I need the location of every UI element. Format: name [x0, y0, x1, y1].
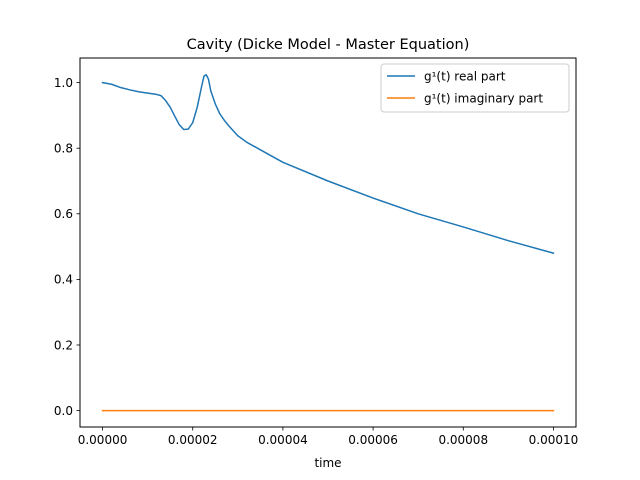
x-axis: 0.00000 0.00002 0.00004 0.00006 0.00008 0.000…	[78, 427, 579, 447]
y-axis: 0.0 0.2 0.4 0.6 0.8 1.0	[54, 76, 80, 418]
series-layer	[101, 73, 555, 412]
x-tick-label: 0.00010	[529, 433, 579, 447]
x-tick-label: 0.00008	[438, 433, 488, 447]
y-tick-label: 1.0	[54, 76, 73, 90]
y-tick-label: 0.6	[54, 207, 73, 221]
x-tick-label: 0.00006	[348, 433, 398, 447]
x-tick-label: 0.00004	[258, 433, 308, 447]
x-axis-label: time	[314, 456, 341, 470]
y-tick-label: 0.8	[54, 142, 73, 156]
y-tick-label: 0.2	[54, 338, 73, 352]
plot-frame	[79, 57, 577, 428]
y-tick-label: 0.4	[54, 273, 73, 287]
legend-label-0: g¹(t) real part	[424, 69, 506, 83]
x-tick-label: 0.00002	[168, 433, 218, 447]
series-line-0	[101, 73, 555, 255]
legend-label-1: g¹(t) imaginary part	[424, 91, 543, 105]
x-tick-label: 0.00000	[78, 433, 128, 447]
legend: g¹(t) real part g¹(t) imaginary part	[380, 63, 570, 113]
chart-title: Cavity (Dicke Model - Master Equation)	[187, 37, 470, 53]
legend-box	[380, 63, 570, 113]
y-tick-label: 0.0	[54, 404, 73, 418]
plot-area	[80, 58, 576, 427]
